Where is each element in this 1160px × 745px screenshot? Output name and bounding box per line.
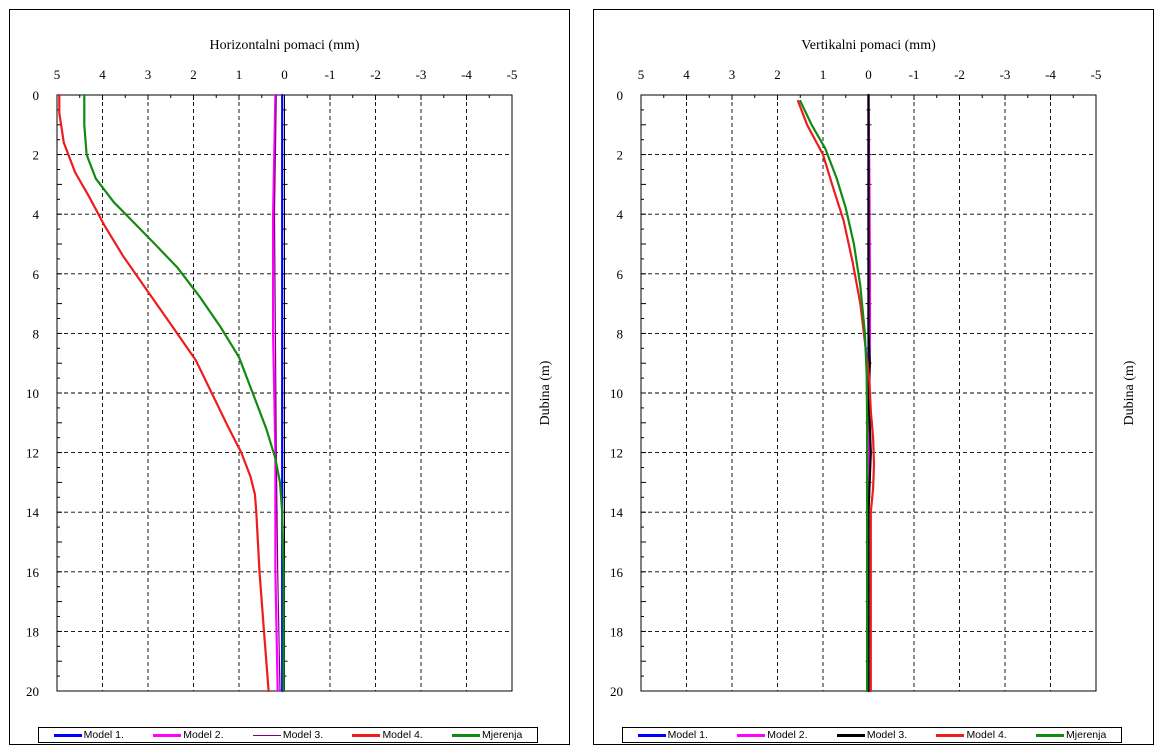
x-tick-label: -4 [1045, 67, 1056, 82]
x-tick-label: 1 [820, 67, 827, 82]
y-axis-label: Dubina (m) [1122, 360, 1137, 425]
legend-label: Model 2. [183, 729, 224, 741]
x-tick-label: -1 [909, 67, 920, 82]
y-tick-label: 20 [610, 684, 623, 699]
y-tick-label: 16 [610, 565, 624, 580]
legend-item-model-2: Model 2. [737, 729, 808, 741]
legend-label: Model 2. [767, 729, 808, 741]
x-tick-label: 0 [281, 67, 288, 82]
y-tick-label: 18 [610, 624, 623, 639]
series-line-mjerenja [83, 93, 285, 693]
legend-item-model-1: Model 1. [637, 729, 708, 741]
legend-swatch-blue [637, 733, 666, 737]
legend-label: Model 4. [382, 729, 423, 741]
legend-label: Model 3. [866, 729, 908, 741]
legend-swatch-magenta [737, 733, 766, 737]
chart-title: Horizontalni pomaci (mm) [209, 38, 359, 53]
legend-item-model-4: Model 4. [936, 729, 1007, 741]
legend-swatch-red [936, 733, 965, 737]
y-tick-label: 0 [33, 88, 40, 103]
x-tick-label: 2 [190, 67, 197, 82]
legend-item-model-3: Model 3. [252, 729, 324, 741]
y-tick-label: 4 [33, 207, 40, 222]
legend-swatch-magenta [153, 733, 182, 737]
x-tick-label: 0 [865, 67, 872, 82]
y-tick-label: 18 [26, 624, 39, 639]
legend-swatch-black [836, 733, 865, 737]
chart-vertical-svg: Vertikalni pomaci (mm)5 4 3 2 1 0 -1 -2 -3 -4 -502… [610, 38, 1137, 699]
legend-label: Model 1. [83, 729, 124, 741]
chart-vertical-panel: Vertikalni pomaci (mm) 5 4 3 2 1 0 -1 -2 -3 -4 -5 0 2… [593, 9, 1154, 745]
chart-title: Vertikalni pomaci (mm) [801, 38, 936, 53]
legend-item-model-3: Model 3. [836, 729, 908, 741]
x-tick-label: -3 [416, 67, 427, 82]
y-tick-label: 0 [617, 88, 624, 103]
legend-label: Mjerenja [482, 729, 523, 741]
series-line-model-3 [867, 93, 872, 693]
series-line-model-4 [58, 93, 270, 693]
y-tick-label: 8 [617, 326, 624, 341]
y-tick-label: 12 [26, 446, 39, 461]
y-tick-label: 10 [610, 386, 623, 401]
x-tick-label: 5 [54, 67, 61, 82]
x-tick-label: 3 [729, 67, 736, 82]
x-tick-label: -5 [1091, 67, 1102, 82]
x-tick-label: 4 [683, 67, 690, 82]
x-tick-label: -3 [1000, 67, 1011, 82]
chart-horizontal-svg: Horizontalni pomaci (mm)5 4 3 2 1 0 -1 -2 -3 -4 -5… [26, 38, 553, 699]
legend-item-mjerenja: Mjerenja [1036, 729, 1106, 741]
legend-item-mjerenja: Mjerenja [452, 729, 522, 741]
x-tick-label: 4 [99, 67, 106, 82]
legend-swatch-green [452, 733, 481, 737]
series-line-model-2 [272, 93, 279, 693]
series-line-mjerenja [799, 99, 869, 693]
y-tick-label: 6 [617, 267, 624, 282]
y-tick-label: 14 [26, 505, 40, 520]
y-axis-label: Dubina (m) [538, 360, 553, 425]
x-tick-label: 3 [145, 67, 152, 82]
y-tick-label: 20 [26, 684, 39, 699]
legend-item-model-2: Model 2. [153, 729, 224, 741]
legend-horizontal: Model 1. Model 2. Model 3. Model 4. Mjer… [38, 727, 538, 743]
legend-label: Mjerenja [1066, 729, 1107, 741]
x-tick-label: -4 [461, 67, 472, 82]
y-tick-label: 2 [617, 148, 624, 163]
y-tick-label: 8 [33, 326, 40, 341]
series-line-model-4 [796, 99, 876, 693]
legend-swatch-green [1036, 733, 1065, 737]
legend-item-model-1: Model 1. [53, 729, 124, 741]
x-tick-label: -1 [325, 67, 336, 82]
y-tick-label: 4 [617, 207, 624, 222]
x-tick-label: -2 [370, 67, 381, 82]
legend-swatch-blue [53, 733, 82, 737]
series-line-model-3 [273, 94, 281, 692]
y-tick-label: 6 [33, 267, 40, 282]
x-tick-label: 2 [774, 67, 781, 82]
legend-item-model-4: Model 4. [352, 729, 423, 741]
legend-vertical: Model 1. Model 2. Model 3. Model 4. Mjer… [622, 727, 1122, 743]
legend-label: Model 3. [282, 729, 324, 741]
y-tick-label: 12 [610, 446, 623, 461]
legend-swatch-red [352, 733, 381, 737]
x-tick-label: 1 [236, 67, 243, 82]
x-tick-label: -2 [954, 67, 965, 82]
legend-label: Model 1. [667, 729, 708, 741]
y-tick-label: 10 [26, 386, 39, 401]
y-tick-label: 16 [26, 565, 40, 580]
y-tick-label: 14 [610, 505, 624, 520]
legend-label: Model 4. [966, 729, 1007, 741]
x-tick-label: -5 [507, 67, 518, 82]
legend-swatch-purple [252, 734, 281, 736]
x-tick-label: 5 [638, 67, 645, 82]
chart-horizontal-panel: Horizontalni pomaci (mm) 5 4 3 2 1 0 -1 -2 -3 -4 -5… [9, 9, 570, 745]
y-tick-label: 2 [33, 148, 40, 163]
